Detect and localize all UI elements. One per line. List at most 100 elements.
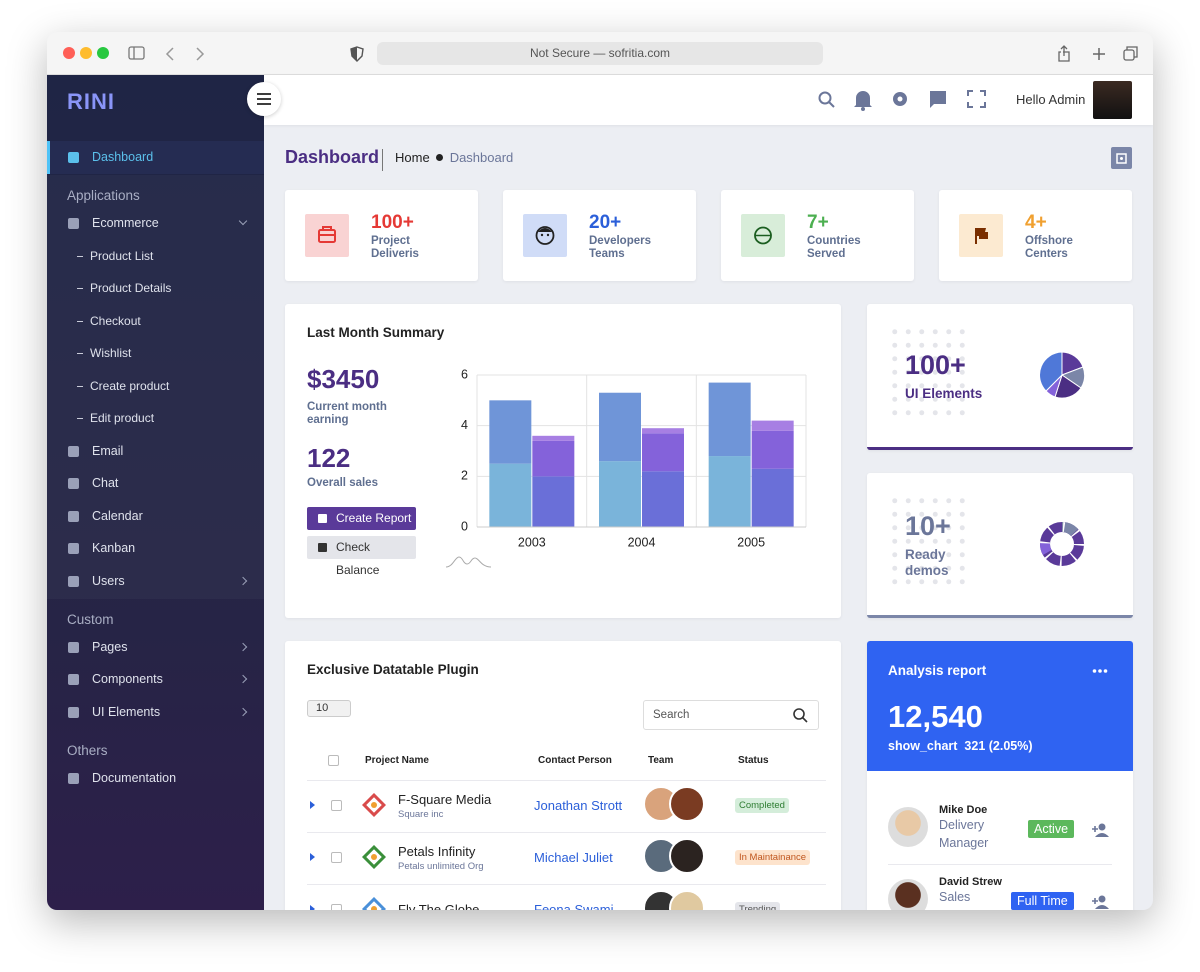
stat-glyph: [318, 226, 336, 243]
bar-chart: 0 2 4 6 2003 2004 2005: [461, 367, 807, 549]
menu-toggle[interactable]: [247, 82, 281, 116]
row-divider: [307, 884, 826, 885]
row-checkbox[interactable]: [331, 852, 342, 863]
nav-label: UI Elements: [92, 704, 161, 719]
search-input[interactable]: Search: [643, 700, 819, 730]
select-all-checkbox[interactable]: [328, 755, 339, 766]
nav-item[interactable]: Ecommerce: [47, 207, 264, 240]
project-name: F-Square Media: [398, 792, 492, 807]
nav-item[interactable]: UI Elements: [47, 696, 264, 729]
nav-subitem[interactable]: Product Details: [47, 272, 264, 305]
person-role: Delivery Manager: [939, 818, 989, 850]
column-header[interactable]: Project Name: [365, 755, 429, 766]
browser-window: Not Secure — sofritia.com RINI Dashboard…: [47, 32, 1153, 910]
nav-icon: [68, 510, 79, 522]
column-header[interactable]: Status: [738, 755, 769, 766]
nav-subitem[interactable]: Checkout: [47, 305, 264, 338]
contact-person[interactable]: Jonathan Strott: [534, 798, 623, 813]
nav-subitem[interactable]: Wishlist: [47, 337, 264, 370]
zoom-button[interactable]: [97, 47, 109, 59]
project-logo: [362, 897, 386, 910]
nav-label: Calendar: [92, 508, 143, 523]
column-header[interactable]: Team: [648, 755, 674, 766]
nav-item[interactable]: Documentation: [47, 762, 264, 795]
sales-value: 122: [307, 443, 351, 473]
close-button[interactable]: [63, 47, 75, 59]
check-balance-button[interactable]: Check Balance: [307, 536, 416, 577]
person-divider: [888, 864, 1112, 865]
expand-toggle[interactable]: [310, 853, 315, 861]
nav-icon: [68, 543, 79, 554]
button-label: Check Balance: [336, 540, 380, 577]
nav-arrow: [238, 707, 248, 716]
status-badge: Trending: [735, 902, 781, 910]
user-avatar[interactable]: [1093, 81, 1132, 119]
settings-button[interactable]: [1111, 147, 1132, 169]
card-title: Last Month Summary: [307, 325, 445, 340]
widget-value: 10+: [905, 511, 951, 541]
nav-item[interactable]: Components: [47, 663, 264, 696]
bar-segment: [489, 400, 532, 464]
contact-person[interactable]: Michael Juliet: [534, 850, 613, 865]
more-button[interactable]: [1092, 668, 1108, 674]
person-role: Sales: [939, 890, 971, 904]
widget-card: 10+ Ready demos: [867, 473, 1133, 618]
team-avatar: [669, 838, 705, 874]
nav-item[interactable]: Users: [47, 565, 264, 598]
card-title: Exclusive Datatable Plugin: [307, 662, 479, 677]
bar-segment: [751, 420, 794, 431]
logo[interactable]: RINI: [67, 89, 115, 114]
nav-subitem[interactable]: Product List: [47, 240, 264, 273]
nav-icon: [68, 152, 79, 163]
expand-toggle[interactable]: [310, 801, 315, 809]
nav-arrow: [238, 216, 248, 226]
nav-subitem[interactable]: Edit product: [47, 402, 264, 435]
content: Dashboard Home Dashboard Last Month Summa…: [264, 125, 1153, 910]
title-bar: Not Secure — sofritia.com: [47, 32, 1153, 75]
nav-label: Product List: [90, 248, 154, 263]
status-badge: In Maintainance: [735, 850, 811, 865]
nav-label: Chat: [92, 476, 119, 490]
bar-segment: [599, 392, 641, 462]
minimize-button[interactable]: [80, 47, 92, 59]
top-header: Hello Admin: [264, 75, 1153, 125]
nav-icon: [68, 772, 79, 784]
stat-icon: [305, 214, 349, 257]
nav-item[interactable]: Chat: [47, 467, 264, 500]
summary-card: Last Month Summary $3450 Current month e…: [285, 304, 841, 618]
nav-label: Documentation: [92, 770, 177, 785]
expand-toggle[interactable]: [310, 905, 315, 910]
create-report-button[interactable]: Create Report: [307, 507, 416, 530]
nav-item[interactable]: Pages: [47, 631, 264, 664]
contact-person[interactable]: Feona Swami: [534, 902, 614, 910]
sidebar: RINI Dashboard Applications Ecommerce Produ…: [47, 75, 264, 910]
pie-icon: [1039, 351, 1086, 399]
bar-segment: [599, 461, 641, 527]
breadcrumb-separator: [435, 154, 443, 161]
nav-label: Components: [92, 672, 163, 686]
person-status: Full Time: [1011, 892, 1074, 910]
nav-section-title: Custom: [67, 611, 114, 627]
earning-value: $3450: [307, 364, 380, 394]
row-checkbox[interactable]: [331, 904, 342, 910]
search-placeholder: Search: [653, 709, 690, 721]
nav-item[interactable]: Dashboard: [47, 141, 264, 174]
nav-item[interactable]: Kanban: [47, 532, 264, 565]
add-person-button[interactable]: [1091, 894, 1111, 910]
analysis-total: 12,540: [888, 699, 983, 734]
nav-item[interactable]: Email: [47, 435, 264, 468]
page-size-select[interactable]: 10: [307, 700, 351, 717]
stat-label: Developers Teams: [589, 235, 652, 260]
stat-icon: [959, 214, 1003, 257]
breadcrumb-item[interactable]: Home: [395, 150, 430, 165]
nav-item[interactable]: Calendar: [47, 500, 264, 533]
team-avatar: [669, 890, 705, 910]
nav-subitem[interactable]: Create product: [47, 370, 264, 403]
x-tick-label: 2005: [737, 535, 765, 549]
card-title: Analysis report: [888, 663, 987, 678]
column-header[interactable]: Contact Person: [538, 755, 612, 766]
nav-label: Create product: [90, 378, 170, 393]
address-bar[interactable]: Not Secure — sofritia.com: [377, 42, 823, 65]
row-checkbox[interactable]: [331, 800, 342, 811]
add-person-button[interactable]: [1091, 822, 1111, 838]
